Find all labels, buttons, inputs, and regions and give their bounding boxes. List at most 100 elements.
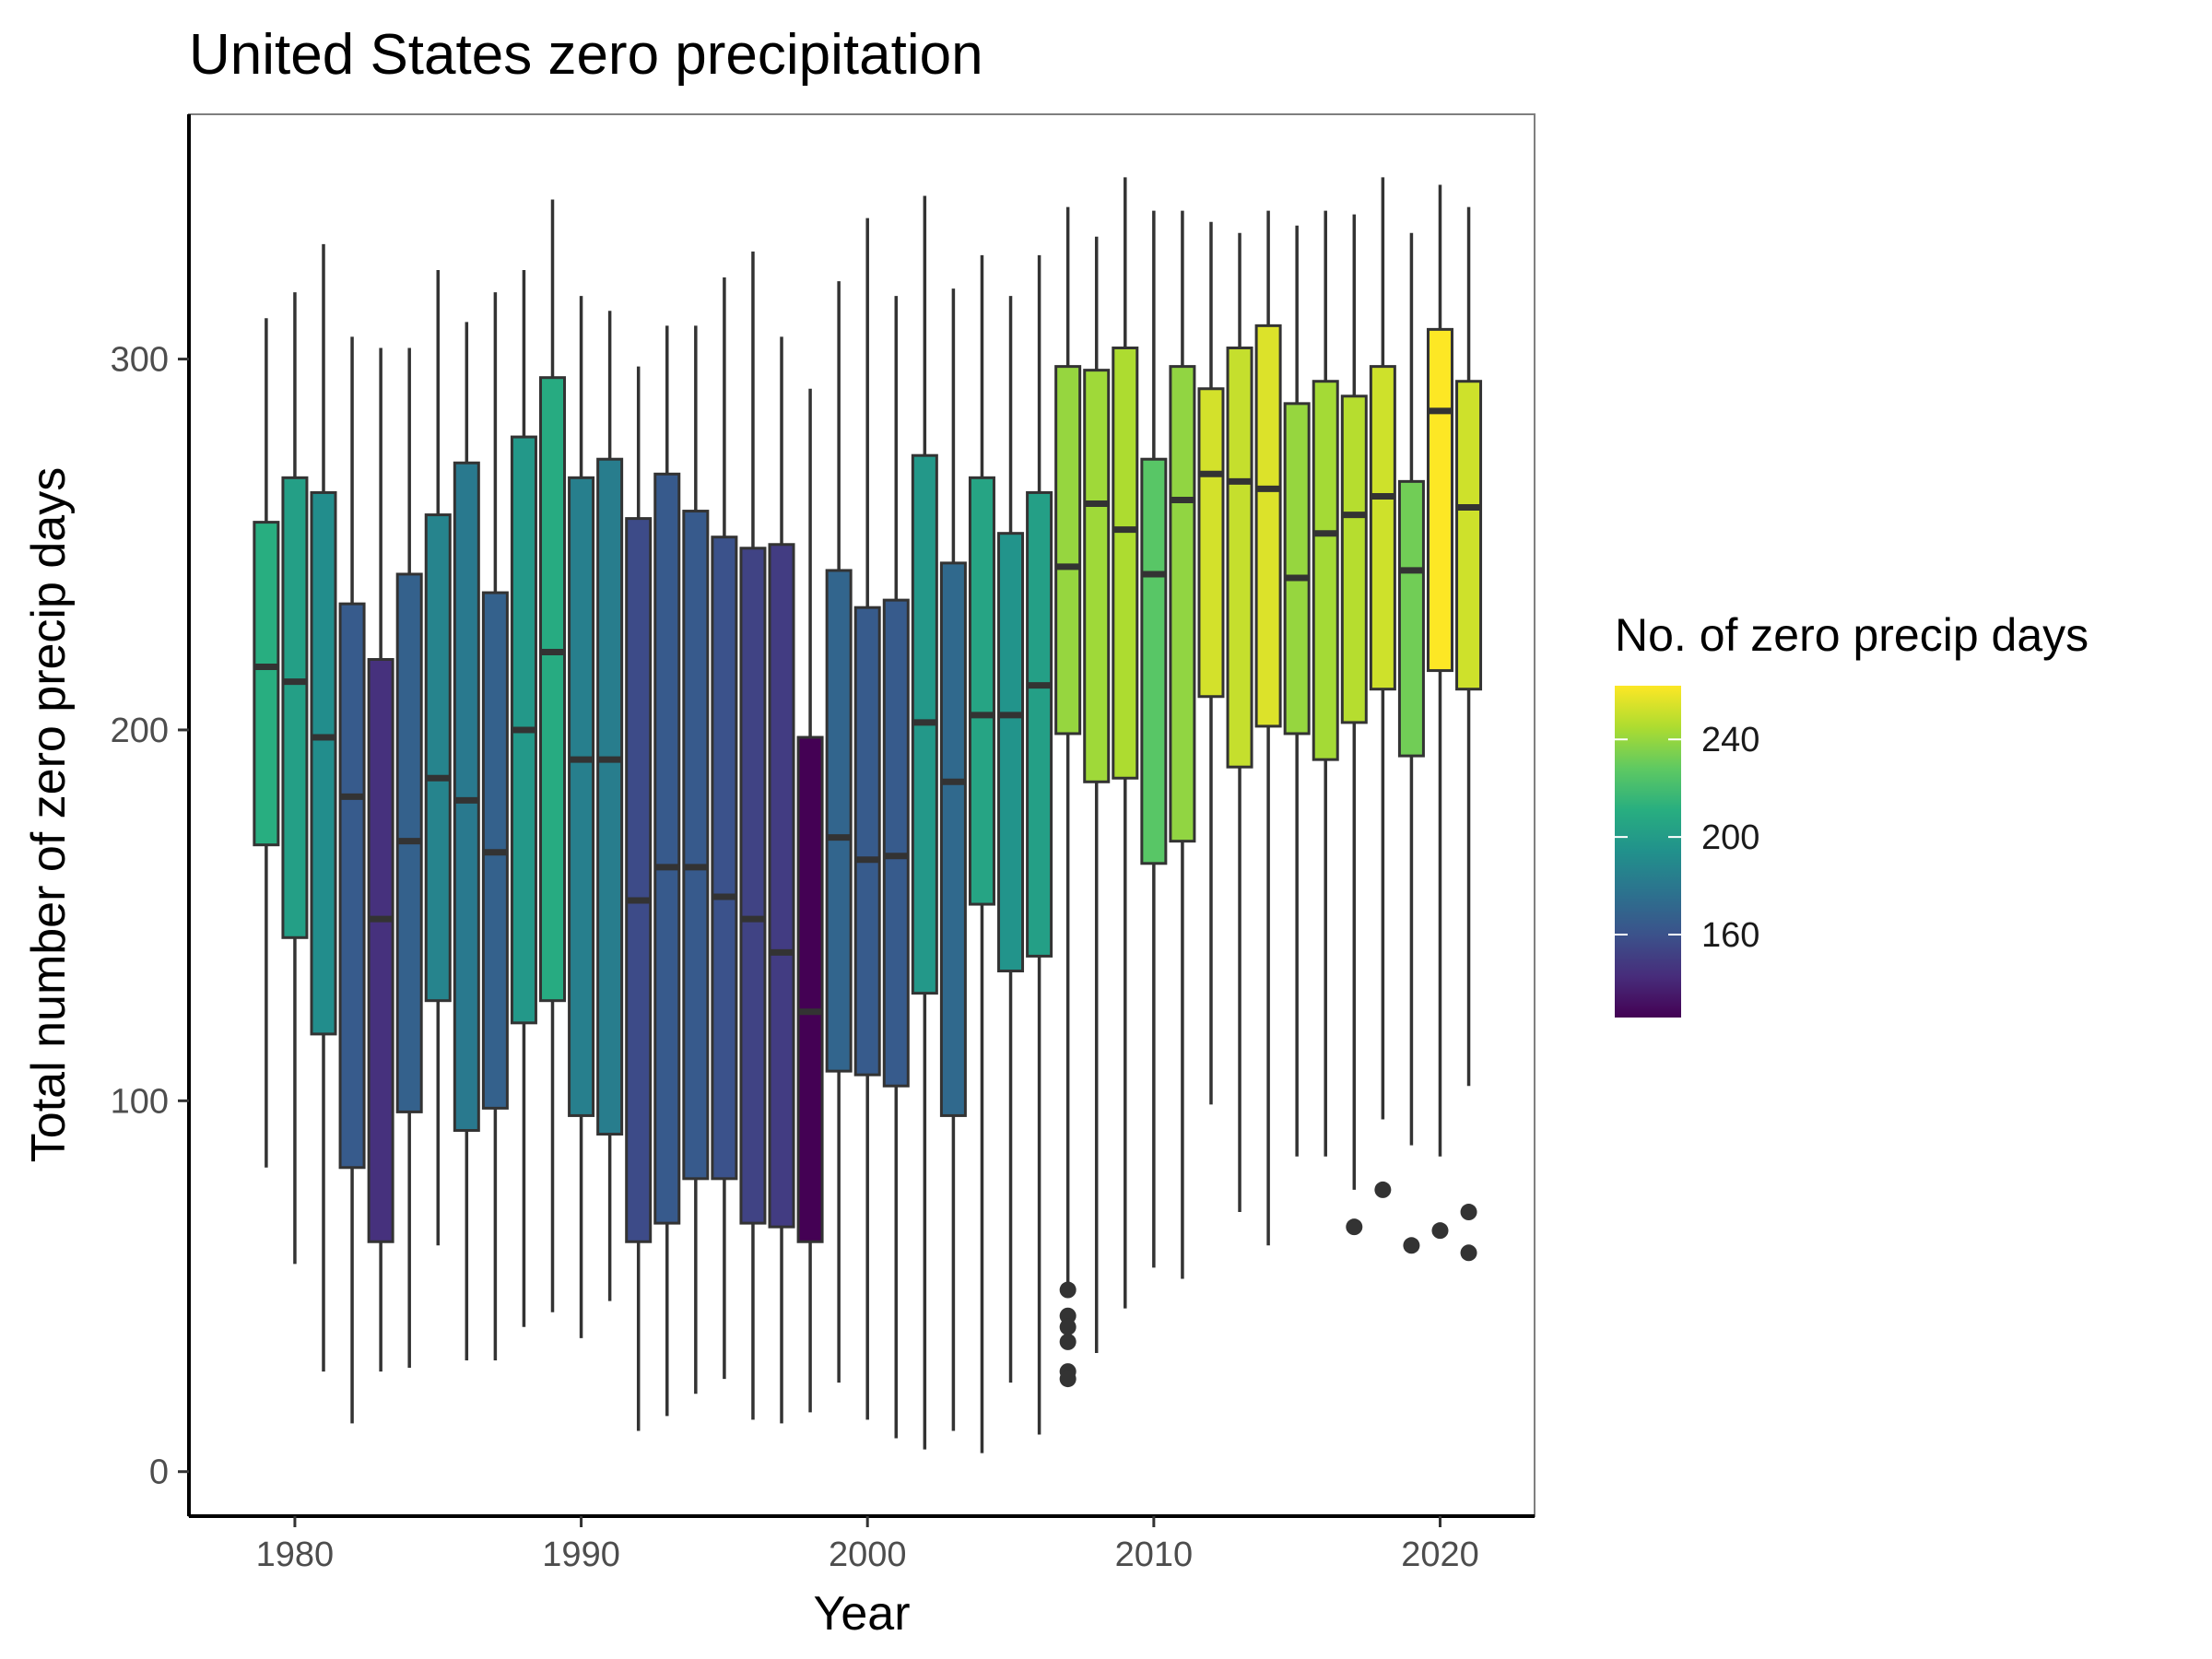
box-iqr: [1083, 369, 1111, 783]
box-2002: [911, 195, 938, 1450]
box-1984: [395, 347, 423, 1369]
box-1992: [625, 366, 653, 1431]
y-tick-label: 200: [111, 712, 169, 750]
outlier-point: [1059, 1281, 1077, 1299]
box-2015: [1283, 225, 1311, 1157]
box-1983: [367, 347, 394, 1372]
box-iqr: [1312, 380, 1339, 761]
box-1994: [682, 325, 710, 1394]
box-2009: [1112, 177, 1139, 1309]
box-iqr: [768, 543, 795, 1229]
box-iqr: [711, 535, 738, 1181]
box-2003: [939, 288, 967, 1431]
box-2013: [1226, 232, 1253, 1213]
box-iqr: [539, 376, 567, 1003]
box-1989: [539, 199, 567, 1312]
y-tick-label: 0: [149, 1453, 169, 1492]
box-1993: [653, 325, 681, 1417]
box-2017: [1340, 214, 1368, 1236]
legend-tick-label: 240: [1701, 721, 1759, 759]
box-iqr: [310, 490, 337, 1036]
outlier-point: [1460, 1244, 1477, 1262]
box-iqr: [682, 510, 710, 1181]
box-iqr: [367, 658, 394, 1243]
chart-title: United States zero precipitation: [189, 23, 983, 87]
box-iqr: [1226, 347, 1253, 769]
box-iqr: [882, 598, 910, 1088]
box-1985: [424, 270, 452, 1246]
box-iqr: [653, 472, 681, 1225]
box-1981: [310, 243, 337, 1372]
legend-colorbar: [1615, 686, 1681, 1018]
box-1999: [825, 281, 853, 1383]
box-iqr: [253, 521, 280, 847]
box-2006: [1026, 254, 1053, 1435]
box-iqr: [281, 476, 309, 939]
box-1995: [711, 277, 738, 1380]
box-2000: [853, 218, 881, 1420]
box-2019: [1397, 232, 1425, 1254]
legend-tick-label: 200: [1701, 818, 1759, 857]
box-1982: [338, 336, 366, 1424]
box-2010: [1140, 210, 1168, 1268]
box-iqr: [997, 532, 1025, 972]
box-iqr: [1340, 394, 1368, 724]
box-1986: [453, 322, 480, 1360]
x-tick-label: 1990: [542, 1535, 620, 1574]
box-iqr: [968, 476, 995, 906]
box-iqr: [739, 547, 767, 1225]
outlier-point: [1431, 1222, 1449, 1240]
box-iqr: [424, 513, 452, 1003]
y-tick-label: 300: [111, 341, 169, 380]
box-iqr: [1112, 347, 1139, 780]
box-2011: [1169, 210, 1196, 1279]
outlier-point: [1059, 1318, 1077, 1335]
box-iqr: [1197, 387, 1225, 699]
box-iqr: [568, 476, 595, 1117]
box-1988: [510, 270, 537, 1327]
box-1996: [739, 251, 767, 1420]
box-1979: [253, 318, 280, 1168]
legend-title: No. of zero precip days: [1615, 609, 2088, 661]
box-iqr: [625, 517, 653, 1243]
box-2005: [997, 296, 1025, 1383]
box-iqr: [338, 602, 366, 1170]
outlier-point: [1374, 1181, 1392, 1198]
outlier-point: [1403, 1237, 1420, 1254]
outlier-point: [1059, 1371, 1077, 1388]
box-iqr: [1140, 457, 1168, 865]
box-iqr: [1426, 327, 1453, 673]
box-iqr: [825, 569, 853, 1073]
box-iqr: [939, 561, 967, 1117]
legend-tick-label: 160: [1701, 916, 1759, 955]
box-2007: [1054, 206, 1082, 1388]
box-iqr: [596, 457, 624, 1136]
box-iqr: [1054, 365, 1082, 735]
y-axis-title: Total number of zero precip days: [22, 467, 76, 1162]
box-2018: [1369, 177, 1396, 1198]
box-iqr: [453, 461, 480, 1133]
outlier-point: [1460, 1204, 1477, 1221]
box-1980: [281, 292, 309, 1265]
box-iqr: [1397, 479, 1425, 758]
x-tick-label: 2020: [1401, 1535, 1479, 1574]
box-iqr: [853, 606, 881, 1077]
axes: [187, 114, 1535, 1518]
x-axis-title: Year: [813, 1587, 910, 1641]
box-series: [253, 177, 1483, 1453]
y-axis-ticks: 0 100 200 300: [111, 341, 189, 1492]
y-tick-label: 100: [111, 1082, 169, 1121]
box-iqr: [796, 735, 824, 1243]
box-2021: [1455, 206, 1483, 1262]
box-1990: [568, 296, 595, 1338]
x-tick-label: 2010: [1115, 1535, 1194, 1574]
box-2012: [1197, 221, 1225, 1105]
box-2001: [882, 296, 910, 1439]
outlier-point: [1346, 1218, 1363, 1236]
x-tick-label: 2000: [829, 1535, 907, 1574]
legend: No. of zero precip days 160 200 240: [1615, 609, 2088, 1018]
box-iqr: [1369, 365, 1396, 691]
box-1998: [796, 388, 824, 1413]
box-2020: [1426, 184, 1453, 1240]
